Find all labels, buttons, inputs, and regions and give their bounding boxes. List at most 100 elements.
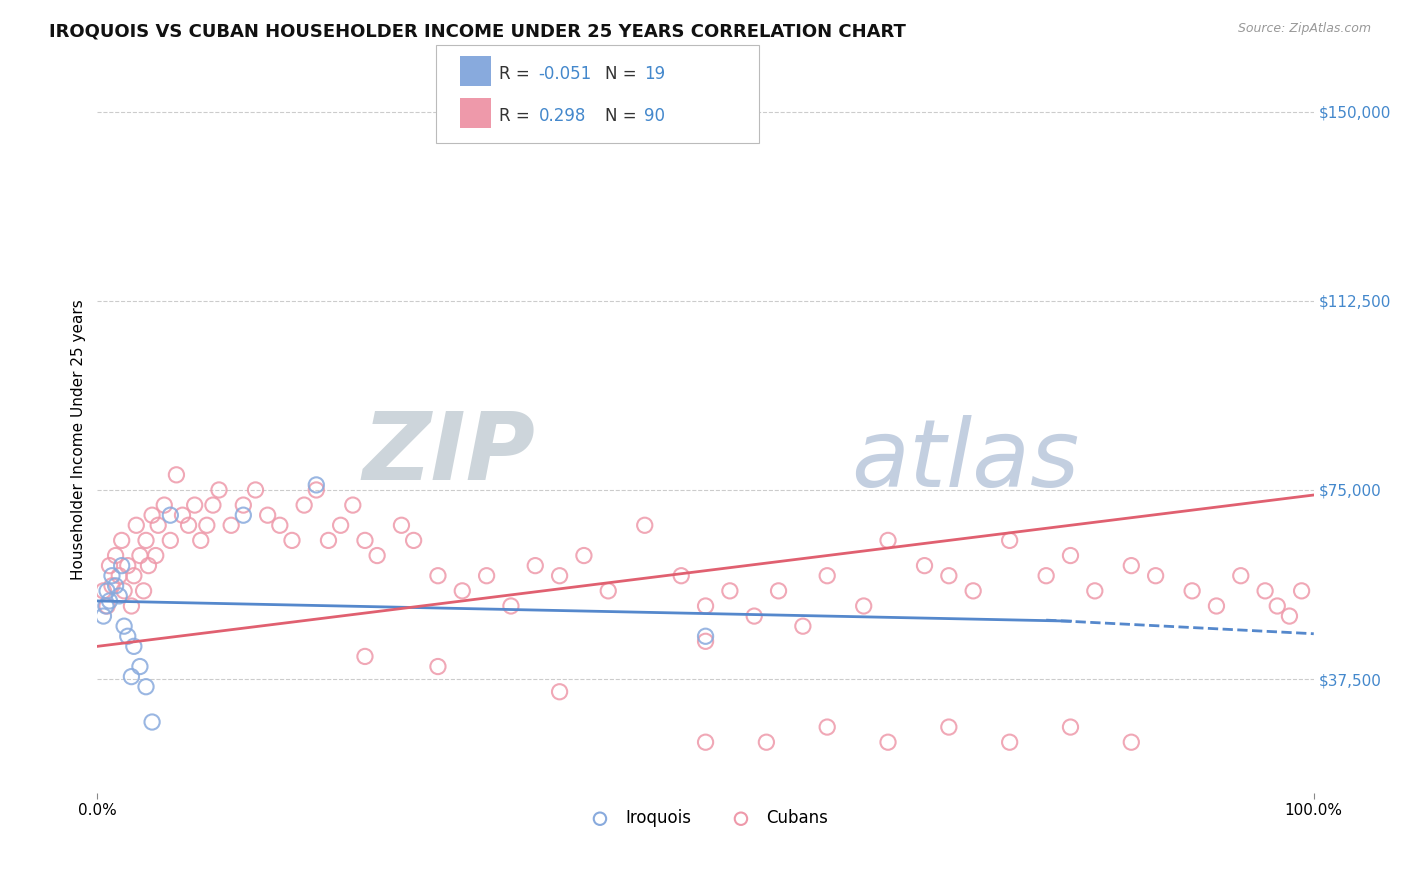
Point xyxy=(426,568,449,582)
Point xyxy=(256,508,278,523)
Text: R =: R = xyxy=(499,107,536,125)
Point xyxy=(145,549,167,563)
Point xyxy=(232,498,254,512)
Point xyxy=(165,467,187,482)
Point xyxy=(98,558,121,573)
Point xyxy=(190,533,212,548)
Point xyxy=(122,640,145,654)
Point xyxy=(998,533,1021,548)
Point xyxy=(318,533,340,548)
Point xyxy=(135,533,157,548)
Point xyxy=(305,483,328,497)
Point xyxy=(1121,735,1143,749)
Point xyxy=(1291,583,1313,598)
Point xyxy=(129,549,152,563)
Point xyxy=(451,583,474,598)
Point xyxy=(852,599,875,613)
Point xyxy=(172,508,194,523)
Point xyxy=(108,589,131,603)
Point xyxy=(132,583,155,598)
Point xyxy=(695,599,717,613)
Point xyxy=(101,568,124,582)
Text: N =: N = xyxy=(605,107,641,125)
Point xyxy=(1035,568,1057,582)
Point xyxy=(122,568,145,582)
Point xyxy=(1144,568,1167,582)
Point xyxy=(94,599,117,613)
Point xyxy=(111,533,134,548)
Point xyxy=(292,498,315,512)
Point xyxy=(962,583,984,598)
Point xyxy=(1265,599,1288,613)
Point xyxy=(815,568,838,582)
Point xyxy=(305,478,328,492)
Point xyxy=(768,583,790,598)
Point xyxy=(195,518,218,533)
Point xyxy=(499,599,522,613)
Text: N =: N = xyxy=(605,65,641,83)
Point xyxy=(998,735,1021,749)
Point xyxy=(877,735,900,749)
Point xyxy=(1278,609,1301,624)
Text: IROQUOIS VS CUBAN HOUSEHOLDER INCOME UNDER 25 YEARS CORRELATION CHART: IROQUOIS VS CUBAN HOUSEHOLDER INCOME UND… xyxy=(49,22,905,40)
Point xyxy=(914,558,936,573)
Point xyxy=(153,498,176,512)
Point xyxy=(548,568,571,582)
Point xyxy=(671,568,693,582)
Point xyxy=(598,583,620,598)
Point xyxy=(108,568,131,582)
Point xyxy=(208,483,231,497)
Point xyxy=(1229,568,1251,582)
Point xyxy=(1059,549,1081,563)
Point xyxy=(695,629,717,643)
Point xyxy=(695,735,717,749)
Point xyxy=(159,508,181,523)
Point xyxy=(1084,583,1107,598)
Point xyxy=(104,579,127,593)
Point xyxy=(1059,720,1081,734)
Point xyxy=(792,619,814,633)
Point xyxy=(354,649,377,664)
Point xyxy=(96,599,118,613)
Point xyxy=(125,518,148,533)
Point xyxy=(281,533,304,548)
Point xyxy=(1121,558,1143,573)
Point xyxy=(219,518,242,533)
Text: 19: 19 xyxy=(644,65,665,83)
Point xyxy=(572,549,595,563)
Point xyxy=(117,629,139,643)
Point xyxy=(1181,583,1204,598)
Point xyxy=(159,533,181,548)
Legend: Iroquois, Cubans: Iroquois, Cubans xyxy=(576,803,835,834)
Point xyxy=(112,583,135,598)
Point xyxy=(93,583,115,598)
Text: 0.298: 0.298 xyxy=(538,107,586,125)
Point xyxy=(1205,599,1227,613)
Point xyxy=(366,549,388,563)
Point xyxy=(96,583,118,598)
Point xyxy=(183,498,205,512)
Point xyxy=(548,685,571,699)
Point xyxy=(354,533,377,548)
Text: Source: ZipAtlas.com: Source: ZipAtlas.com xyxy=(1237,22,1371,36)
Point xyxy=(475,568,498,582)
Point xyxy=(141,508,163,523)
Point xyxy=(129,659,152,673)
Point xyxy=(391,518,413,533)
Point xyxy=(177,518,200,533)
Point xyxy=(146,518,169,533)
Point xyxy=(329,518,352,533)
Point xyxy=(120,599,142,613)
Text: ZIP: ZIP xyxy=(363,408,536,500)
Point xyxy=(93,609,115,624)
Point xyxy=(695,634,717,648)
Point xyxy=(245,483,267,497)
Point xyxy=(938,720,960,734)
Y-axis label: Householder Income Under 25 years: Householder Income Under 25 years xyxy=(72,299,86,580)
Text: -0.051: -0.051 xyxy=(538,65,592,83)
Point xyxy=(112,619,135,633)
Point xyxy=(120,670,142,684)
Point xyxy=(201,498,224,512)
Point xyxy=(426,659,449,673)
Point xyxy=(815,720,838,734)
